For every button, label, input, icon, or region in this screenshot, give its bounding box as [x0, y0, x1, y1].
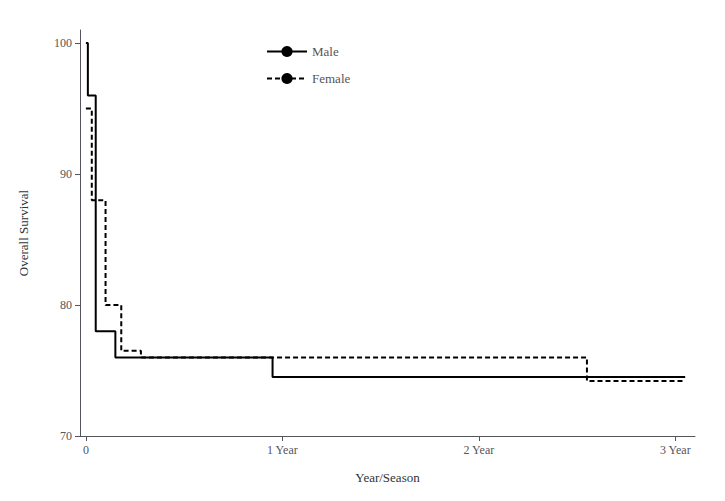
svg-text:3 Year: 3 Year	[660, 443, 691, 457]
svg-text:2 Year: 2 Year	[464, 443, 495, 457]
svg-text:Overall Survival: Overall Survival	[16, 189, 31, 276]
svg-text:100: 100	[54, 36, 72, 50]
svg-text:Female: Female	[312, 71, 350, 86]
svg-text:70: 70	[60, 429, 72, 443]
svg-text:Male: Male	[312, 44, 339, 59]
svg-text:80: 80	[60, 298, 72, 312]
svg-text:0: 0	[83, 443, 89, 457]
svg-text:Year/Season: Year/Season	[355, 470, 420, 485]
svg-text:1 Year: 1 Year	[267, 443, 298, 457]
svg-text:90: 90	[60, 167, 72, 181]
